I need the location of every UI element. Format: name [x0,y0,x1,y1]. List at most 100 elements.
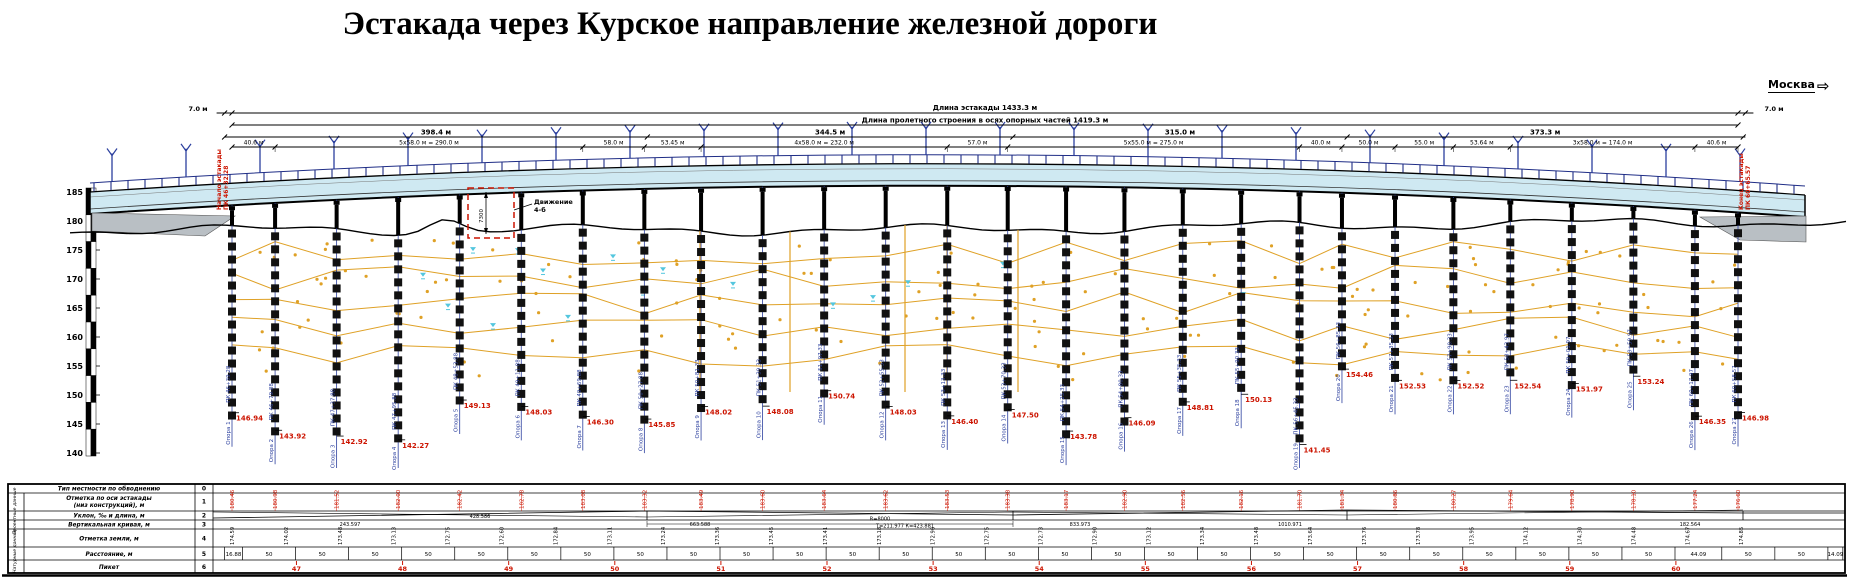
borehole-core-segment [1295,291,1304,300]
soil-sample-dot [1335,373,1339,378]
borehole-core-segment [1237,279,1246,288]
dim-label-span: 40.6 м [244,140,264,147]
borehole-core-segment [1567,225,1576,234]
viaduct-start-station: ПК 46+32.28 [223,166,230,210]
borehole-core-segment [1449,272,1458,281]
picket-number: 60 [1671,565,1681,573]
soil-sample-dot [293,253,297,257]
borehole-core-segment [1178,254,1187,263]
borehole-core-segment [1062,365,1071,374]
borehole-core-segment [640,285,649,294]
borehole-core-segment [517,285,526,294]
borehole-core-segment [820,285,829,294]
borehole-core-segment [1337,310,1346,319]
soil-sample-dot [1471,257,1476,261]
bearing [1296,192,1303,197]
soil-sample-dot [319,282,323,286]
borehole-core-segment [394,265,403,274]
borehole-core-segment [697,235,706,244]
borehole-core-segment [1337,336,1346,345]
borehole-core-segment [1337,349,1346,358]
deck-elevation-mark: 182.78 [519,489,525,509]
pier-shaft [580,195,585,225]
bearing [1392,195,1399,200]
borehole-core-segment [640,363,649,372]
dim-label-section: 315.0 м [1165,129,1196,137]
borehole-core-segment [228,320,236,329]
soil-sample-dot [1041,280,1045,284]
borehole-core-segment [332,362,341,371]
table-row-number: 5 [202,551,206,558]
borehole-core-segment [758,343,767,352]
borehole-core-segment [758,265,767,274]
tip-elevation-value: 147.50 [1012,412,1039,420]
lamp-head [110,153,114,156]
borehole-core-segment [1295,239,1304,248]
borehole-core-segment [820,272,829,281]
bearing [1735,213,1742,218]
borehole-core-segment [820,324,829,333]
lamp-head [850,126,854,130]
lamp-head [1220,130,1224,133]
picket-number: 55 [1141,565,1151,573]
pier-station-label: ПК 50+81.33 [695,359,701,397]
pier-station-label: ПК 52+55.33 [880,359,886,397]
soil-sample-dot [1566,260,1570,264]
pier-name-label: Опора 19 [1294,443,1300,470]
borehole-core-segment [1629,274,1638,283]
dim-label-span: 53.45 м [661,140,685,147]
distance-value: 50 [266,552,273,558]
borehole-core-segment [332,284,341,293]
picket-number: 47 [292,565,301,573]
borehole-core-segment [1178,345,1187,354]
borehole-core-segment [640,389,649,398]
elevation-scale-segment [90,348,97,376]
viaduct-end-station: ПК 60+65.57 [1745,166,1752,210]
borehole-core-segment [1237,240,1246,249]
borehole-core-segment [1391,269,1400,278]
dim-label-span: 3x58.0 м = 174.0 м [1573,140,1633,147]
lamp-head [924,126,928,129]
borehole-core-segment [1295,369,1304,378]
dim-label-section: 344.5 м [815,129,846,137]
borehole-core-segment [271,401,280,410]
deck-elevation-mark: 182.00 [396,489,402,509]
elevation-scale-segment [85,321,92,350]
distance-value: 50 [1433,552,1440,558]
water-level-icon [445,303,451,308]
borehole-core-segment [1567,368,1576,377]
soil-sample-dot [973,293,977,297]
tip-elevation-value: 146.40 [951,418,978,426]
borehole-core-segment [1003,351,1012,360]
borehole-core-segment [820,311,829,320]
dim-tick [229,144,235,150]
table-row-number: 0 [202,486,206,493]
pier-station-label: ПК 55+90.33 [1235,347,1241,385]
profile-note: 1010.971 [1278,522,1302,528]
borehole-core-segment [394,356,403,365]
lamp-head [1516,140,1520,144]
borehole-core-segment [455,305,464,314]
direction-label: Москва [1768,78,1815,93]
lamp-head [1664,148,1668,152]
borehole-core-segment [1506,342,1515,351]
borehole-core-segment [1690,256,1699,265]
borehole-core-segment [758,278,767,287]
borehole-core-segment [943,268,952,277]
ground-elevation-mark: 173.36 [715,527,721,545]
borehole-core-segment [943,333,952,342]
borehole-core-segment [943,359,952,368]
tip-elevation-value: 146.30 [587,418,614,426]
pier-station-label: ПК 53+70.33 [1002,362,1008,400]
borehole-core-segment [1690,373,1699,382]
soil-sample-dot [1584,249,1588,254]
elevation-tick-label: 155 [66,362,83,371]
borehole-core-segment [1506,355,1515,364]
borehole-core-segment [943,307,952,316]
borehole-core-segment [1506,368,1515,377]
soil-sample-dot [1473,263,1478,267]
borehole-core-segment [1120,287,1129,296]
pier-name-label: Опора 13 [941,420,947,447]
distance-value: 50 [1327,552,1334,558]
borehole-core-segment [1391,373,1400,382]
